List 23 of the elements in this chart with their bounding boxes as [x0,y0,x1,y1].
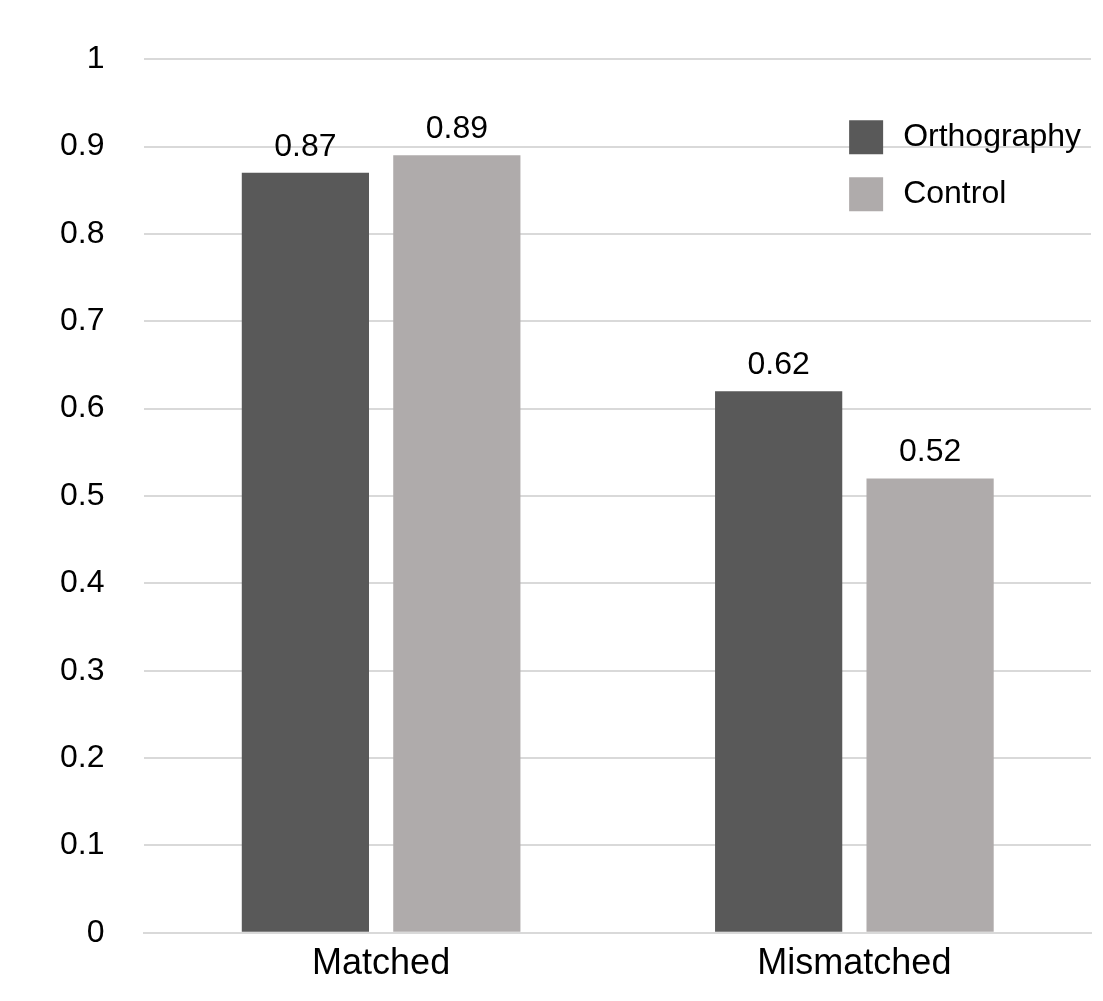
bar [715,391,843,932]
y-tick-label: 0.6 [60,388,105,425]
y-tick-label: 0.2 [60,737,105,774]
data-label: 0.62 [747,345,810,381]
y-tick-label: 0.8 [60,213,105,250]
legend-label: Control [903,174,1007,211]
y-tick-label: 0.1 [60,825,105,862]
bar [393,155,521,932]
y-tick-label: 0.5 [60,475,105,512]
data-label: 0.89 [425,109,488,146]
bar [866,478,994,932]
legend-label: Orthography [903,117,1081,154]
y-tick-label: 1 [86,39,105,76]
y-tick-label: 0 [86,912,105,949]
y-tick-label: 0.3 [60,650,105,687]
data-label: 0.52 [898,432,962,469]
bar [241,172,369,932]
y-tick-label: 0.9 [60,126,105,163]
y-tick-label: 0.4 [60,563,105,600]
data-label: 0.87 [274,126,337,163]
y-tick-label: 0.7 [60,301,105,338]
x-tick-label: Mismatched [757,941,952,983]
x-tick-label: Matched [312,941,451,983]
